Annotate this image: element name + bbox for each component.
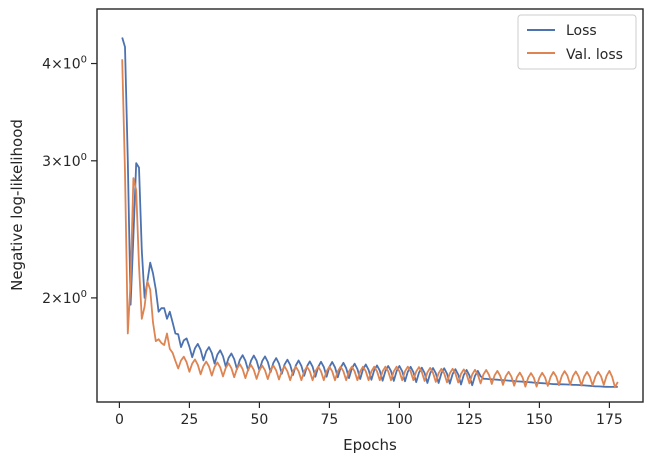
y-tick-label: 3×100	[42, 152, 87, 170]
series-layer	[121, 37, 619, 389]
plot-frame	[96, 8, 644, 403]
x-tick-label: 125	[456, 412, 483, 428]
legend-label-loss: Loss	[566, 23, 597, 39]
x-tick-label: 175	[596, 412, 623, 428]
legend-label-val-loss: Val. loss	[566, 47, 623, 63]
x-tick-label: 100	[386, 412, 413, 428]
y-axis-label: Negative log-likelihood	[8, 119, 26, 291]
legend-box	[517, 14, 637, 70]
y-tick-label: 4×100	[42, 55, 87, 73]
x-tick-label: 150	[526, 412, 553, 428]
x-tick-label: 0	[115, 412, 124, 428]
x-axis-label: Epochs	[343, 436, 397, 454]
x-axis: 0 25 50 75 100 125 150 175	[115, 402, 623, 428]
x-tick-label: 75	[320, 412, 338, 428]
series-line-val-loss	[121, 59, 619, 389]
legend: Loss Val. loss	[517, 14, 637, 70]
y-tick-label: 2×100	[42, 289, 87, 307]
x-tick-label: 50	[250, 412, 268, 428]
x-tick-label: 25	[180, 412, 198, 428]
y-axis: 4×100 3×100 2×100	[42, 55, 97, 307]
